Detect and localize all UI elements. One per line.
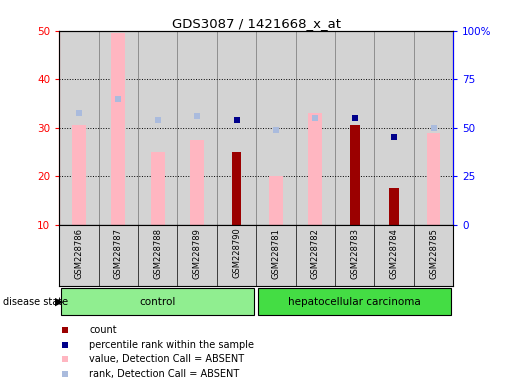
Text: value, Detection Call = ABSENT: value, Detection Call = ABSENT (90, 354, 245, 364)
Bar (426, 132, 440, 225)
Point (193, 113, 201, 119)
Text: GSM228782: GSM228782 (311, 228, 320, 278)
Bar (232, 152, 242, 225)
Bar (350, 125, 359, 225)
Bar (177, 31, 217, 225)
Text: GSM228784: GSM228784 (390, 228, 399, 278)
Bar (414, 31, 453, 225)
Text: rank, Detection Call = ABSENT: rank, Detection Call = ABSENT (90, 369, 239, 379)
Title: GDS3087 / 1421668_x_at: GDS3087 / 1421668_x_at (171, 17, 341, 30)
Bar (296, 31, 335, 225)
Text: GSM228785: GSM228785 (429, 228, 438, 278)
Point (272, 127, 280, 133)
Text: percentile rank within the sample: percentile rank within the sample (90, 340, 254, 350)
Text: GSM228781: GSM228781 (271, 228, 280, 278)
FancyBboxPatch shape (258, 288, 451, 315)
Bar (190, 140, 204, 225)
Text: GSM228783: GSM228783 (350, 228, 359, 279)
Bar (269, 176, 283, 225)
Text: GSM228790: GSM228790 (232, 228, 241, 278)
Text: control: control (140, 297, 176, 307)
Bar (217, 31, 256, 225)
Point (232, 118, 241, 124)
Bar (111, 33, 125, 225)
Text: GSM228789: GSM228789 (193, 228, 201, 278)
Text: GSM228787: GSM228787 (114, 228, 123, 279)
Bar (217, 31, 256, 225)
Bar (296, 31, 335, 225)
Text: GSM228788: GSM228788 (153, 228, 162, 279)
Bar (59, 31, 98, 225)
Bar (98, 31, 138, 225)
Point (394, 253, 402, 260)
Bar (389, 188, 399, 225)
Text: count: count (90, 326, 117, 336)
Bar (138, 31, 177, 225)
Text: disease state: disease state (3, 297, 67, 307)
Bar (151, 152, 165, 225)
Bar (374, 31, 414, 225)
Bar (98, 31, 138, 225)
Bar (308, 113, 322, 225)
Point (153, 118, 162, 124)
Point (394, 123, 402, 129)
Point (351, 115, 359, 121)
Point (75, 110, 83, 116)
Bar (138, 31, 177, 225)
FancyBboxPatch shape (61, 288, 254, 315)
Point (390, 134, 398, 141)
Bar (335, 31, 374, 225)
Bar (59, 31, 98, 225)
Bar (414, 31, 453, 225)
Bar (72, 125, 86, 225)
Bar (256, 31, 296, 225)
Point (430, 125, 438, 131)
Point (114, 96, 123, 102)
Text: ▶: ▶ (55, 297, 64, 307)
Bar (374, 31, 414, 225)
Bar (256, 31, 296, 225)
Point (311, 115, 319, 121)
Bar (335, 31, 374, 225)
Text: hepatocellular carcinoma: hepatocellular carcinoma (288, 297, 421, 307)
Bar (177, 31, 217, 225)
Text: GSM228786: GSM228786 (75, 228, 83, 279)
